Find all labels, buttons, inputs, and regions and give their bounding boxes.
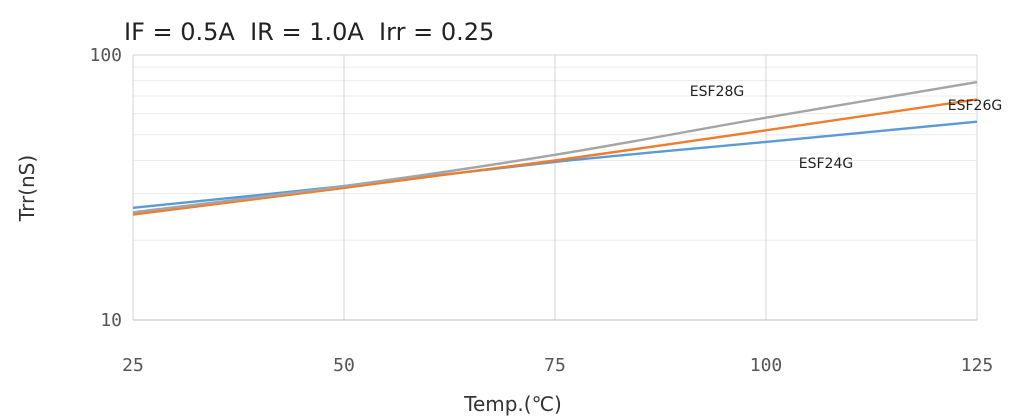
series-line-esf24g xyxy=(132,120,978,209)
series-labels: ESF24G ESF26G ESF28G xyxy=(690,84,1002,172)
x-tick-label: 100 xyxy=(750,355,783,376)
series-line-esf26g xyxy=(132,98,978,216)
x-tick-label: 50 xyxy=(333,355,355,376)
y-tick-label: 100 xyxy=(89,45,122,66)
y-tick-label: 10 xyxy=(100,310,122,331)
x-tick-label: 125 xyxy=(961,355,994,376)
x-axis-label: Temp.(℃) xyxy=(463,392,562,416)
series-label-esf24g: ESF24G xyxy=(799,156,853,172)
y-axis-ticks: 10 100 xyxy=(89,45,122,331)
x-axis-ticks: 25 50 75 100 125 xyxy=(122,355,993,376)
series-label-esf28g: ESF28G xyxy=(690,84,744,100)
x-tick-label: 25 xyxy=(122,355,144,376)
series-line-esf28g xyxy=(132,80,978,214)
y-axis-label: Trr(nS) xyxy=(15,155,39,222)
chart-title: IF = 0.5A IR = 1.0A Irr = 0.25 xyxy=(124,18,494,46)
x-tick-label: 75 xyxy=(544,355,566,376)
series-label-esf26g: ESF26G xyxy=(948,98,1002,114)
major-gridlines xyxy=(132,54,978,321)
series-lines xyxy=(132,80,978,216)
